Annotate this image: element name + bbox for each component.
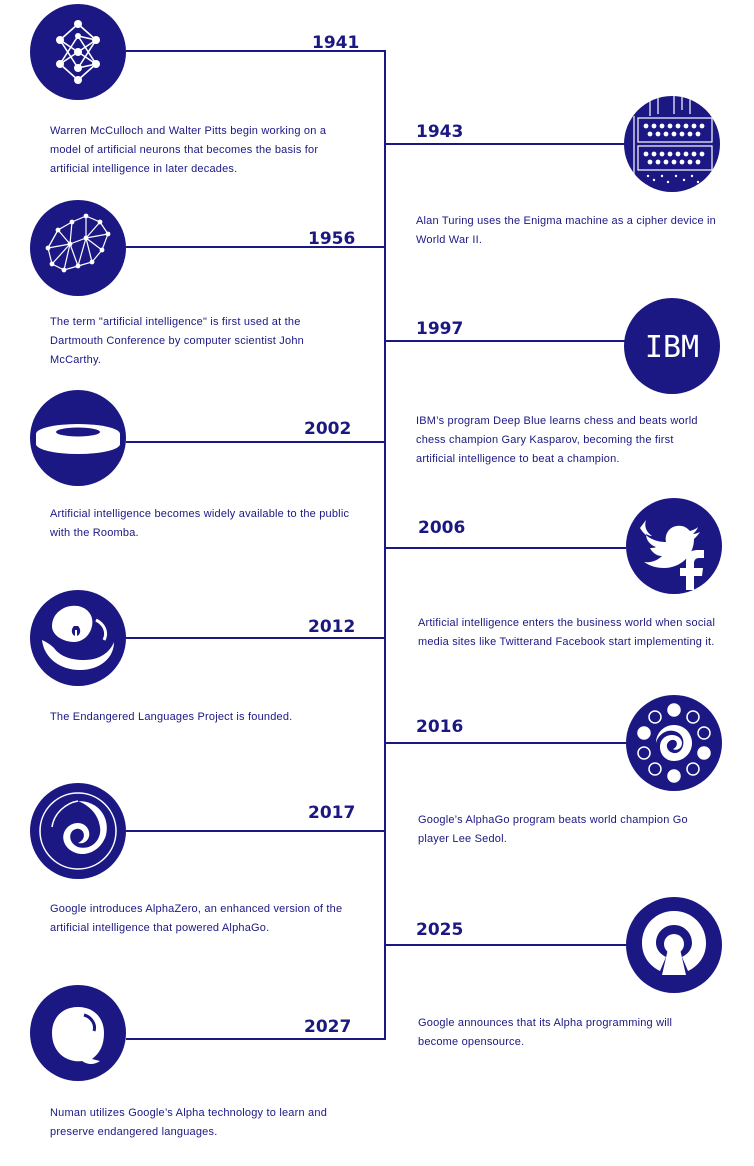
- endangered-languages-icon: [30, 590, 126, 686]
- network-mesh-icon: [30, 200, 126, 296]
- roomba-icon: [30, 390, 126, 486]
- event-description: Google introduces AlphaZero, an enhanced…: [50, 903, 343, 934]
- year-label: 2006: [418, 518, 466, 538]
- year-label: 1997: [416, 319, 464, 339]
- year-label: 1943: [416, 122, 464, 142]
- year-label: 1956: [308, 229, 356, 249]
- event-description: Google announces that its Alpha programm…: [418, 1017, 673, 1048]
- connector-2017: [126, 830, 386, 832]
- event-description: IBM’s program Deep Blue learns chess and…: [416, 415, 698, 465]
- year-label: 2012: [308, 617, 356, 637]
- event-description: The Endangered Languages Project is foun…: [50, 711, 293, 723]
- connector-2002: [126, 441, 386, 443]
- timeline-spine: [384, 50, 386, 1040]
- event-description: The term "artificial intelligence" is fi…: [50, 316, 304, 366]
- connector-1941: [126, 50, 386, 52]
- enigma-machine-icon: [624, 96, 720, 192]
- alphazero-swirl-icon: [30, 783, 126, 879]
- event-description: Alan Turing uses the Enigma machine as a…: [416, 215, 717, 246]
- ibm-logo-icon: IBM: [624, 298, 720, 394]
- connector-2012: [126, 637, 386, 639]
- connector-1943: [386, 143, 626, 145]
- speech-bubble-icon: [30, 985, 126, 1081]
- connector-2006: [386, 547, 626, 549]
- connector-2027: [126, 1038, 386, 1040]
- ibm-logo-text: IBM: [645, 330, 699, 365]
- connector-1997: [386, 340, 626, 342]
- twitter-facebook-icon: [626, 498, 722, 594]
- event-description: Artificial intelligence becomes widely a…: [50, 508, 350, 539]
- go-board-icon: [626, 695, 722, 791]
- year-label: 2027: [304, 1017, 352, 1037]
- year-label: 2025: [416, 920, 464, 940]
- year-label: 1941: [312, 33, 360, 53]
- year-label: 2016: [416, 717, 464, 737]
- event-description: Google’s AlphaGo program beats world cha…: [418, 814, 688, 845]
- connector-2016: [386, 742, 626, 744]
- event-description: Numan utilizes Google’s Alpha technology…: [50, 1107, 328, 1138]
- year-label: 2017: [308, 803, 356, 823]
- neural-network-icon: [30, 4, 126, 100]
- connector-2025: [386, 944, 626, 946]
- connector-1956: [126, 246, 386, 248]
- open-source-icon: [626, 897, 722, 993]
- event-description: Warren McCulloch and Walter Pitts begin …: [50, 125, 327, 175]
- event-description: Artificial intelligence enters the busin…: [418, 617, 716, 648]
- year-label: 2002: [304, 419, 352, 439]
